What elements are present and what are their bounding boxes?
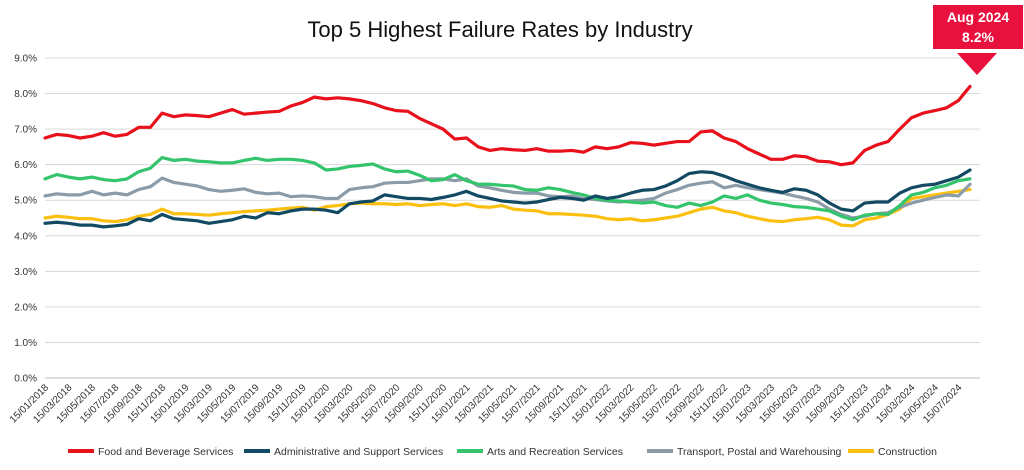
- chart-title: Top 5 Highest Failure Rates by Industry: [307, 17, 692, 42]
- series-line: [43, 84, 972, 167]
- series-line: [43, 176, 972, 220]
- y-tick-label: 3.0%: [14, 267, 37, 278]
- series-line: [43, 155, 972, 222]
- legend-label: Arts and Recreation Services: [487, 446, 623, 458]
- y-tick-label: 6.0%: [14, 160, 37, 171]
- callout-arrow-icon: [957, 53, 997, 75]
- y-tick-label: 0.0%: [14, 374, 37, 385]
- y-tick-label: 2.0%: [14, 302, 37, 313]
- series-lines: [43, 84, 972, 229]
- legend-label: Food and Beverage Services: [98, 446, 233, 458]
- y-tick-label: 5.0%: [14, 196, 37, 207]
- legend-label: Construction: [878, 446, 937, 458]
- y-tick-label: 4.0%: [14, 231, 37, 242]
- gridlines: [45, 57, 980, 379]
- x-axis-tick-labels: 15/01/201815/03/201815/05/201815/07/2018…: [8, 382, 965, 425]
- callout-value: 8.2%: [962, 29, 994, 45]
- series-line: [43, 187, 972, 228]
- y-tick-label: 8.0%: [14, 89, 37, 100]
- legend-label: Administrative and Support Services: [274, 446, 443, 458]
- y-tick-label: 1.0%: [14, 338, 37, 349]
- series-line: [43, 168, 972, 229]
- callout-box: [933, 5, 1023, 49]
- legend-label: Transport, Postal and Warehousing: [677, 446, 842, 458]
- y-tick-label: 7.0%: [14, 125, 37, 136]
- y-tick-label: 9.0%: [14, 54, 37, 65]
- callout: Aug 2024 8.2%: [933, 5, 1023, 75]
- callout-date: Aug 2024: [947, 9, 1009, 25]
- legend: Food and Beverage Services Administrative…: [68, 446, 937, 458]
- y-axis-tick-labels: 0.0% 1.0% 2.0% 3.0% 4.0% 5.0% 6.0% 7.0% 8.0% 9.0%: [14, 54, 37, 385]
